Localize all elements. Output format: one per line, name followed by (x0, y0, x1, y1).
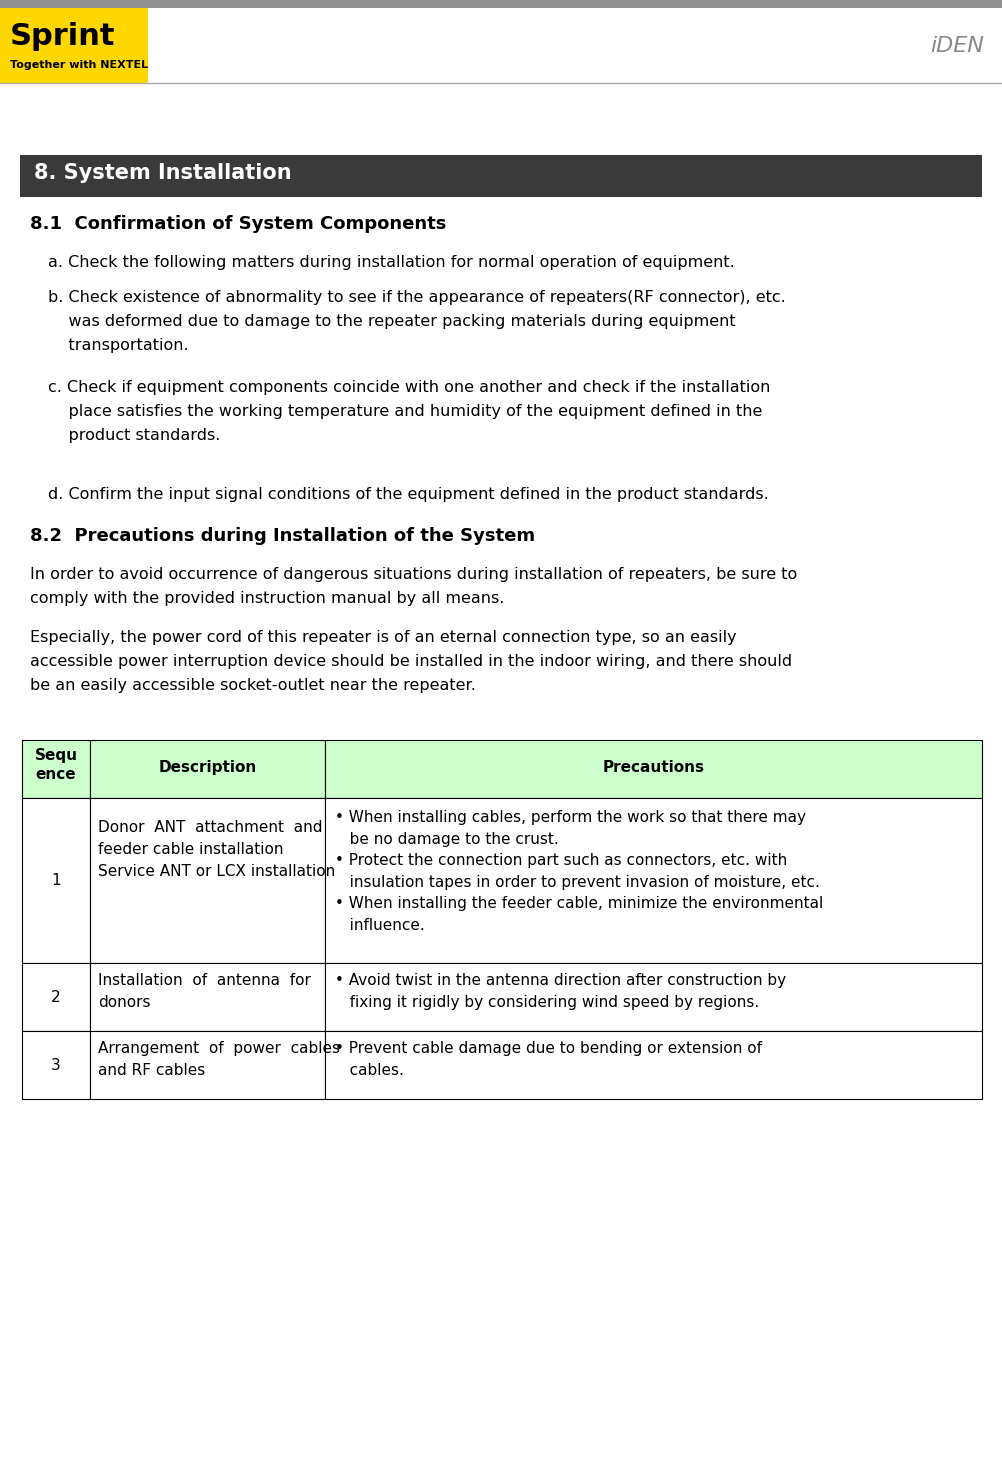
Text: 8.2  Precautions during Installation of the System: 8.2 Precautions during Installation of t… (30, 526, 535, 545)
Text: place satisfies the working temperature and humidity of the equipment defined in: place satisfies the working temperature … (48, 405, 763, 419)
Text: 3: 3 (51, 1057, 61, 1073)
Text: 8.1  Confirmation of System Components: 8.1 Confirmation of System Components (30, 216, 446, 233)
Bar (22, 1031, 90, 1100)
Text: was deformed due to damage to the repeater packing materials during equipment: was deformed due to damage to the repeat… (48, 314, 735, 328)
Text: Installation  of  antenna  for
donors: Installation of antenna for donors (98, 973, 311, 1010)
Text: Sprint: Sprint (10, 22, 115, 51)
Bar (22, 740, 90, 798)
Text: be an easily accessible socket-outlet near the repeater.: be an easily accessible socket-outlet ne… (30, 677, 476, 693)
Text: product standards.: product standards. (48, 428, 220, 443)
Text: Together with NEXTEL: Together with NEXTEL (10, 60, 148, 70)
Text: • When installing cables, perform the work so that there may
   be no damage to : • When installing cables, perform the wo… (335, 811, 824, 932)
Bar (22, 798, 90, 963)
Bar (325, 1031, 982, 1100)
Text: Precautions: Precautions (602, 759, 704, 776)
Bar (325, 798, 982, 963)
Text: In order to avoid occurrence of dangerous situations during installation of repe: In order to avoid occurrence of dangerou… (30, 567, 798, 582)
Text: 2: 2 (51, 990, 61, 1004)
Text: Arrangement  of  power  cables
and RF cables: Arrangement of power cables and RF cable… (98, 1041, 340, 1078)
Text: b. Check existence of abnormality to see if the appearance of repeaters(RF conne: b. Check existence of abnormality to see… (48, 290, 786, 305)
Text: 8. System Installation: 8. System Installation (34, 163, 292, 183)
Text: • Prevent cable damage due to bending or extension of
   cables.: • Prevent cable damage due to bending or… (335, 1041, 762, 1078)
Bar (325, 963, 982, 1031)
Bar (90, 963, 325, 1031)
Bar (0, 0, 1002, 7)
Bar (325, 740, 982, 798)
Bar (90, 1031, 325, 1100)
Text: Especially, the power cord of this repeater is of an eternal connection type, so: Especially, the power cord of this repea… (30, 630, 736, 645)
Text: accessible power interruption device should be installed in the indoor wiring, a: accessible power interruption device sho… (30, 654, 793, 668)
Text: 1: 1 (51, 872, 61, 888)
Text: • Avoid twist in the antenna direction after construction by
   fixing it rigidl: • Avoid twist in the antenna direction a… (335, 973, 787, 1010)
Text: a. Check the following matters during installation for normal operation of equip: a. Check the following matters during in… (48, 255, 734, 270)
Text: comply with the provided instruction manual by all means.: comply with the provided instruction man… (30, 591, 504, 605)
Bar (22, 963, 90, 1031)
Text: iDEN: iDEN (930, 37, 984, 56)
Text: c. Check if equipment components coincide with one another and check if the inst: c. Check if equipment components coincid… (48, 380, 771, 394)
Text: d. Confirm the input signal conditions of the equipment defined in the product s: d. Confirm the input signal conditions o… (48, 487, 769, 501)
Text: Description: Description (158, 759, 257, 776)
Bar (0, 7, 148, 84)
Bar (20, 155, 982, 196)
Bar (90, 740, 325, 798)
Text: Sequ
ence: Sequ ence (34, 748, 77, 781)
Text: transportation.: transportation. (48, 339, 188, 353)
Bar (90, 798, 325, 963)
Text: Donor  ANT  attachment  and
feeder cable installation
Service ANT or LCX install: Donor ANT attachment and feeder cable in… (98, 819, 336, 880)
